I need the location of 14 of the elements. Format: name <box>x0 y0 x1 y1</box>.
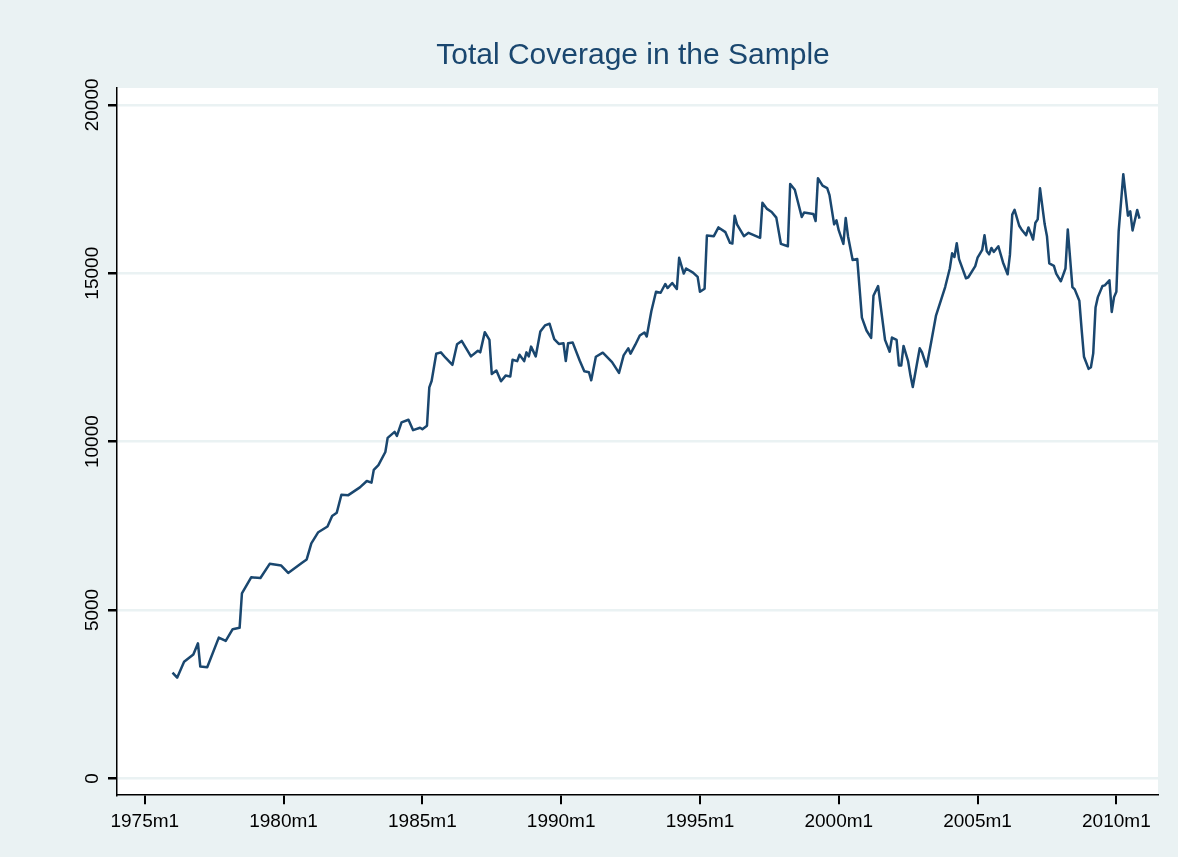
x-tick-label: 1985m1 <box>388 809 457 831</box>
x-tick-label: 1975m1 <box>110 809 180 831</box>
x-tick-label: 2005m1 <box>943 809 1012 831</box>
chart-title: Total Coverage in the Sample <box>436 37 830 71</box>
y-tick-label: 15000 <box>80 246 102 300</box>
y-tick-label: 10000 <box>80 415 102 469</box>
x-tick-label: 1995m1 <box>665 809 735 831</box>
x-tick-label: 2000m1 <box>804 809 874 831</box>
y-tick-label: 20000 <box>80 78 102 132</box>
y-tick-label: 0 <box>80 773 102 784</box>
x-tick-label: 1990m1 <box>526 809 596 831</box>
x-tick-label: 2010m1 <box>1082 809 1151 831</box>
y-tick-label: 5000 <box>80 588 102 632</box>
x-tick-label: 1980m1 <box>249 809 318 831</box>
